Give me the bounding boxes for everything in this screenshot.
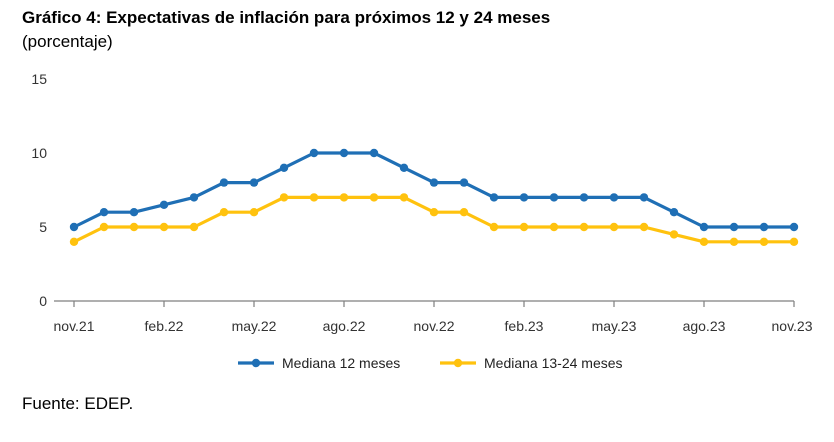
data-point xyxy=(189,222,199,232)
x-tick-label: nov.22 xyxy=(414,318,455,334)
y-tick-label: 5 xyxy=(39,219,47,235)
x-tick-label: ago.22 xyxy=(323,318,366,334)
data-point xyxy=(339,148,349,158)
data-point xyxy=(69,237,79,246)
legend-item-1: Mediana 12 meses xyxy=(238,355,400,371)
data-point xyxy=(159,200,169,209)
inflation-expectations-chart: 0 5 10 15 nov.21 feb.22 may.22 ago.22 nov.22 feb.… xyxy=(31,71,812,371)
data-point xyxy=(189,193,199,202)
data-point xyxy=(519,193,529,202)
data-point xyxy=(789,222,799,232)
data-point xyxy=(99,208,109,217)
data-point xyxy=(759,237,769,246)
data-point xyxy=(459,178,469,187)
data-point xyxy=(249,208,259,217)
data-point xyxy=(309,193,319,202)
y-tick-label: 10 xyxy=(31,145,47,161)
data-point xyxy=(369,193,379,202)
data-point xyxy=(789,237,799,246)
legend-swatch-marker xyxy=(453,358,463,368)
chart-subtitle: (porcentaje) xyxy=(22,32,113,51)
axes: 0 5 10 15 nov.21 feb.22 may.22 ago.22 nov.22 feb.… xyxy=(31,71,812,334)
data-point xyxy=(579,222,589,232)
data-point xyxy=(699,237,709,246)
data-point xyxy=(579,193,589,202)
data-point xyxy=(489,193,499,202)
x-tick-label: may.22 xyxy=(232,318,277,334)
data-point xyxy=(129,208,139,217)
data-point xyxy=(339,193,349,202)
data-point xyxy=(549,222,559,232)
data-point xyxy=(459,208,469,217)
chart-title: Gráfico 4: Expectativas de inflación par… xyxy=(22,8,551,27)
data-point xyxy=(609,222,619,232)
data-point xyxy=(759,222,769,232)
data-point xyxy=(519,222,529,232)
x-tick-label: feb.22 xyxy=(145,318,184,334)
x-tick-label: feb.23 xyxy=(505,318,544,334)
data-point xyxy=(429,178,439,187)
data-point xyxy=(159,222,169,232)
x-tick-label: ago.23 xyxy=(683,318,726,334)
data-point xyxy=(729,222,739,232)
series-1 xyxy=(69,148,799,232)
legend-label: Mediana 13-24 meses xyxy=(484,355,623,371)
data-point xyxy=(639,193,649,202)
data-point xyxy=(219,208,229,217)
data-point xyxy=(609,193,619,202)
legend: Mediana 12 meses Mediana 13-24 meses xyxy=(238,355,623,371)
data-point xyxy=(489,222,499,232)
series-2 xyxy=(69,193,799,246)
data-point xyxy=(669,230,679,239)
data-point xyxy=(279,193,289,202)
data-point xyxy=(399,193,409,202)
y-tick-label: 15 xyxy=(31,71,47,87)
data-point xyxy=(729,237,739,246)
x-tick-label: may.23 xyxy=(592,318,637,334)
series-lines xyxy=(69,148,799,246)
x-tick-label: nov.21 xyxy=(54,318,95,334)
legend-label: Mediana 12 meses xyxy=(282,355,400,371)
data-point xyxy=(549,193,559,202)
data-point xyxy=(309,148,319,158)
data-point xyxy=(369,148,379,158)
data-point xyxy=(399,163,409,172)
data-point xyxy=(669,208,679,217)
data-point xyxy=(69,222,79,232)
data-point xyxy=(429,208,439,217)
x-tick-label: nov.23 xyxy=(772,318,813,334)
data-point xyxy=(699,222,709,232)
data-point xyxy=(219,178,229,187)
legend-swatch-marker xyxy=(251,358,261,368)
legend-item-2: Mediana 13-24 meses xyxy=(440,355,623,371)
data-point xyxy=(639,222,649,232)
source-note: Fuente: EDEP. xyxy=(22,394,134,413)
data-point xyxy=(279,163,289,172)
data-point xyxy=(99,222,109,232)
y-tick-label: 0 xyxy=(39,293,47,309)
data-point xyxy=(129,222,139,232)
data-point xyxy=(249,178,259,187)
